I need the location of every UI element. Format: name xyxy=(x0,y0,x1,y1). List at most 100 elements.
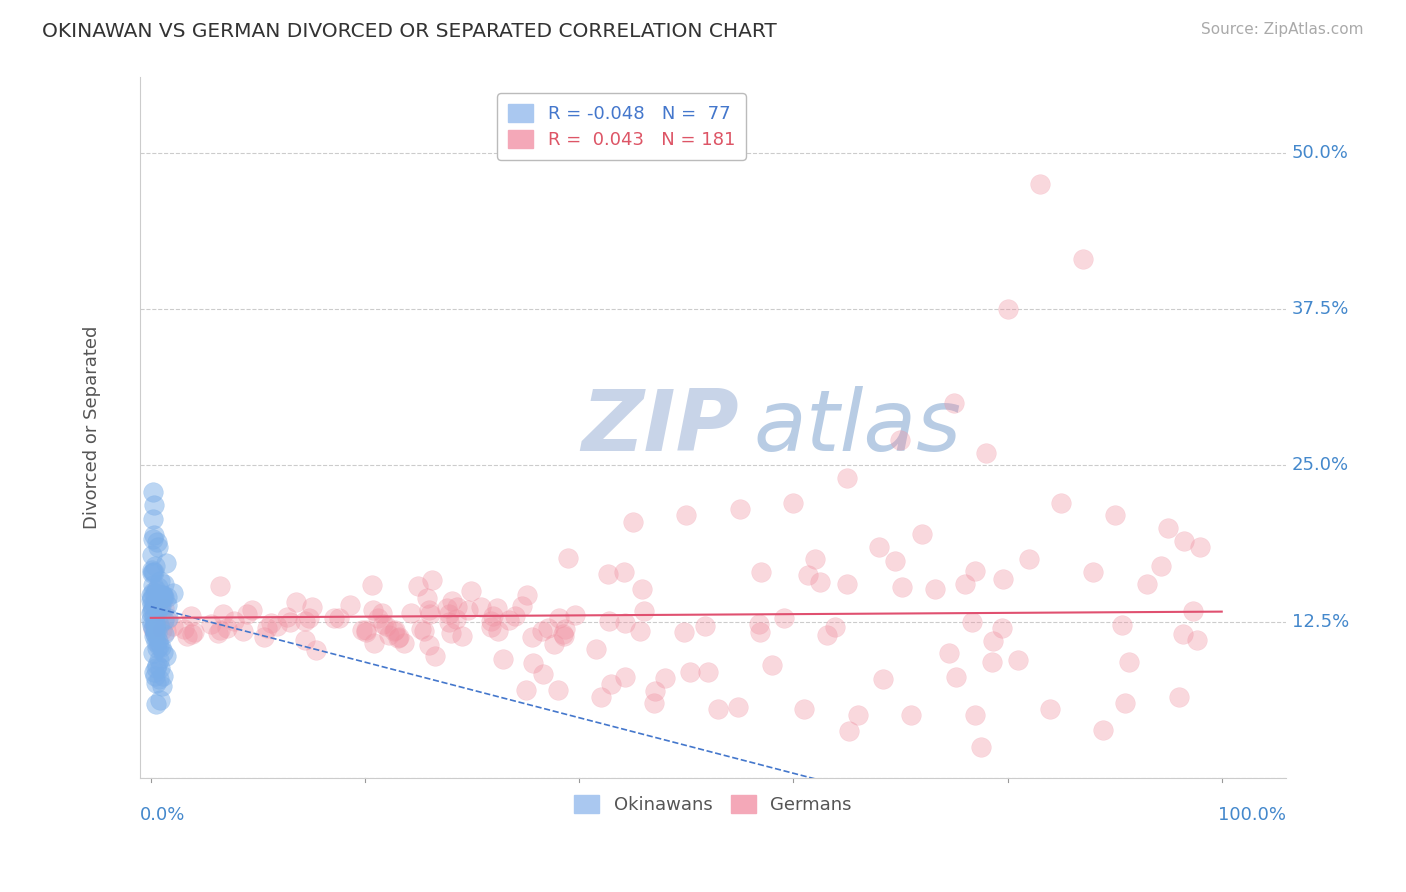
Point xyxy=(294,633,316,648)
Point xyxy=(418,603,440,617)
Point xyxy=(981,633,1004,648)
Point xyxy=(382,624,405,638)
Point xyxy=(146,634,169,648)
Point xyxy=(446,600,468,615)
Point xyxy=(633,604,655,618)
Point xyxy=(598,566,620,581)
Point xyxy=(278,615,301,629)
Point xyxy=(301,599,323,614)
Point xyxy=(479,620,502,634)
Point xyxy=(143,627,166,641)
Point xyxy=(675,508,697,523)
Point xyxy=(373,616,395,631)
Point xyxy=(153,626,176,640)
Point xyxy=(298,611,321,625)
Point xyxy=(945,670,967,684)
Point xyxy=(139,606,162,620)
Point xyxy=(152,669,174,683)
Point xyxy=(146,657,169,672)
Point xyxy=(1071,252,1094,266)
Point xyxy=(141,548,163,562)
Text: 25.0%: 25.0% xyxy=(1292,456,1348,475)
Point xyxy=(232,624,254,638)
Point xyxy=(143,669,166,683)
Point xyxy=(437,607,460,621)
Point xyxy=(974,446,997,460)
Point xyxy=(361,578,384,592)
Point xyxy=(156,611,179,625)
Point xyxy=(748,617,770,632)
Point xyxy=(1150,559,1173,574)
Point xyxy=(153,601,176,615)
Point xyxy=(520,630,543,644)
Point xyxy=(156,614,179,628)
Point xyxy=(872,672,894,686)
Point xyxy=(481,614,503,628)
Point xyxy=(142,646,165,660)
Point xyxy=(515,683,537,698)
Point xyxy=(142,532,165,546)
Point xyxy=(162,585,184,599)
Point xyxy=(153,591,176,605)
Point xyxy=(557,550,579,565)
Point xyxy=(150,606,173,620)
Point xyxy=(553,629,575,643)
Point xyxy=(1114,696,1136,710)
Point xyxy=(911,527,934,541)
Point xyxy=(727,700,749,714)
Point xyxy=(960,615,983,629)
Point xyxy=(884,554,907,568)
Point xyxy=(547,683,569,698)
Point xyxy=(142,665,165,679)
Point xyxy=(900,708,922,723)
Point xyxy=(149,640,172,655)
Point xyxy=(200,617,222,632)
Point xyxy=(991,621,1014,635)
Point xyxy=(835,471,858,485)
Point xyxy=(531,666,554,681)
Point xyxy=(305,643,328,657)
Point xyxy=(148,617,170,632)
Point xyxy=(1007,653,1029,667)
Point xyxy=(537,621,560,635)
Point xyxy=(146,640,169,655)
Point xyxy=(1028,177,1050,191)
Point xyxy=(378,628,401,642)
Point xyxy=(143,617,166,632)
Point xyxy=(1050,496,1073,510)
Point xyxy=(953,577,976,591)
Point xyxy=(152,645,174,659)
Point xyxy=(145,626,167,640)
Point xyxy=(149,574,172,589)
Point xyxy=(176,629,198,643)
Legend: Okinawans, Germans: Okinawans, Germans xyxy=(567,789,859,822)
Point xyxy=(1118,655,1140,669)
Point xyxy=(679,665,702,679)
Point xyxy=(963,564,986,578)
Point xyxy=(150,623,173,637)
Point xyxy=(613,565,636,579)
Point xyxy=(146,540,169,554)
Point xyxy=(589,690,612,704)
Point xyxy=(260,616,283,631)
Point xyxy=(145,697,167,711)
Text: 0.0%: 0.0% xyxy=(141,806,186,824)
Point xyxy=(141,604,163,618)
Point xyxy=(363,636,385,650)
Point xyxy=(208,579,231,593)
Point xyxy=(149,660,172,674)
Point xyxy=(361,603,384,617)
Point xyxy=(294,614,316,628)
Point xyxy=(838,724,860,739)
Point xyxy=(150,591,173,606)
Point xyxy=(1189,540,1212,554)
Point xyxy=(631,582,654,597)
Point xyxy=(522,656,544,670)
Point xyxy=(148,590,170,604)
Point xyxy=(387,630,409,644)
Point xyxy=(644,683,666,698)
Point xyxy=(510,599,533,613)
Point xyxy=(406,579,429,593)
Point xyxy=(152,590,174,604)
Point xyxy=(215,621,238,635)
